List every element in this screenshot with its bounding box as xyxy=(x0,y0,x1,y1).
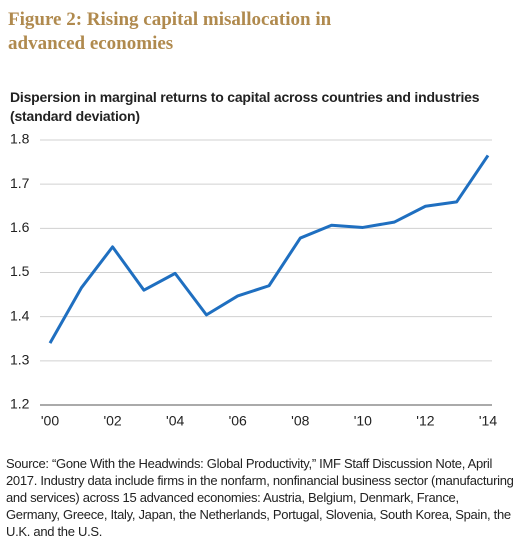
x-tick-label: '10 xyxy=(354,413,372,429)
x-tick-label: '06 xyxy=(229,413,247,429)
y-tick-label: 1.6 xyxy=(10,219,30,235)
y-tick-label: 1.5 xyxy=(10,263,30,279)
y-tick-label: 1.8 xyxy=(10,131,30,147)
source-note: Source: “Gone With the Headwinds: Global… xyxy=(6,456,514,539)
y-tick-label: 1.4 xyxy=(10,307,30,323)
data-line xyxy=(48,154,490,344)
x-tick-label: '08 xyxy=(291,413,309,429)
chart-title: Figure 2: Rising capital misallocation i… xyxy=(8,9,332,54)
x-tick-label: '04 xyxy=(166,413,184,429)
x-tick-label: '02 xyxy=(103,413,121,429)
y-tick-label: 1.3 xyxy=(10,352,30,368)
y-tick-label: 1.7 xyxy=(10,175,30,191)
y-tick-label: 1.2 xyxy=(10,396,30,412)
x-tick-label: '00 xyxy=(41,413,59,429)
chart-subtitle: Dispersion in marginal returns to capita… xyxy=(10,89,480,124)
x-tick-label: '14 xyxy=(479,413,497,429)
x-tick-label: '12 xyxy=(416,413,434,429)
